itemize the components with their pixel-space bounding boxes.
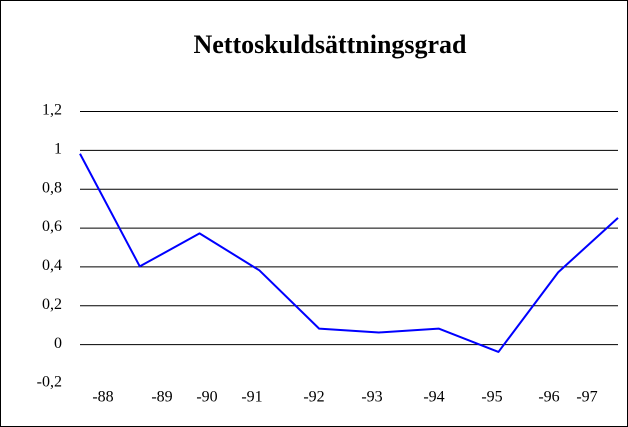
y-tick-label: 0,4 [42,257,62,274]
y-tick-label: 0,6 [42,218,62,235]
x-tick-label: -91 [241,389,262,406]
y-tick-label: -0,2 [37,374,62,391]
y-tick-label: 1,2 [42,102,62,119]
x-tick-label: -88 [92,389,113,406]
x-tick-label: -94 [423,389,444,406]
x-tick-label: -92 [303,389,324,406]
x-tick-label: -90 [196,389,217,406]
x-tick-label: -96 [538,389,559,406]
x-tick-label: -95 [481,389,502,406]
y-tick-label: 0,8 [42,179,62,196]
x-tick-label: -93 [361,389,382,406]
y-tick-label: 0 [54,335,62,352]
chart-title: Nettoskuldsättningsgrad [193,30,467,59]
x-tick-label: -97 [576,389,597,406]
x-tick-label: -89 [151,389,172,406]
y-tick-label: 0,2 [42,296,62,313]
y-tick-label: 1 [54,141,62,158]
data-line [79,153,619,353]
